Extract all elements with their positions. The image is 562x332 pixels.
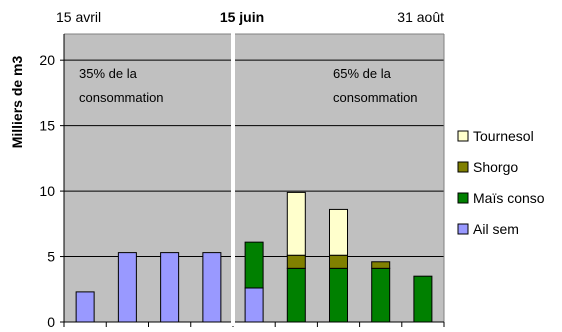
y-axis-label: Milliers de m3 [9,55,25,148]
bars [75,191,433,323]
axes [60,34,445,327]
bar-segment-ma-s-conso [244,241,264,289]
legend-swatch [457,192,469,204]
bar-segment-tournesol [329,208,348,256]
bar-segment-ma-s-conso [413,275,433,323]
bar-segment-tournesol [286,191,306,256]
y-tick-label: 10 [39,183,55,199]
period-start-label: 15 avril [56,9,101,25]
bar-segment-ma-s-conso [371,267,391,323]
period-split-label: 15 juin [220,9,264,25]
legend-swatch [457,161,469,173]
y-tick-label: 15 [39,118,55,134]
y-tick-label: 20 [39,52,55,68]
left-annotation-line-1: 35% de la [79,66,138,81]
right-annotation-line-2: consommation [333,90,418,105]
bar-segment-shorgo [286,254,306,269]
period-end-label: 31 août [397,9,444,25]
legend-label: Tournesol [473,128,534,144]
bar-segment-ma-s-conso [286,267,306,323]
legend: Tournesol Shorgo Maïs conso Ail sem [457,128,545,237]
left-annotation-line-2: consommation [79,90,164,105]
legend-label: Maïs conso [473,190,545,206]
y-tick-label: 0 [47,314,55,330]
right-annotation-line-1: 65% de la [333,66,392,81]
period-split-line [231,30,235,326]
legend-swatch [457,130,469,142]
legend-label: Shorgo [473,159,518,175]
y-tick-label: 5 [47,249,55,265]
y-tick-labels: 0 5 10 15 20 [39,52,55,330]
bar-segment-ail-sem [202,252,222,323]
bar-segment-ma-s-conso [329,267,348,323]
bar-segment-ail-sem [75,291,95,323]
legend-swatch [457,223,469,235]
legend-label: Ail sem [473,221,519,237]
bar-segment-ail-sem [244,287,264,323]
bar-segment-ail-sem [117,252,137,323]
bar-segment-shorgo [329,254,348,269]
bar-segment-shorgo [371,261,391,269]
bar-segment-ail-sem [160,252,180,323]
